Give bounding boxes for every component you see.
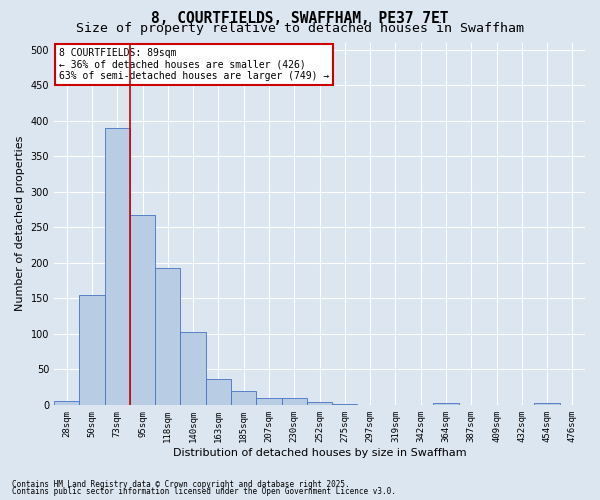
Bar [79,294,104,405]
Text: Size of property relative to detached houses in Swaffham: Size of property relative to detached ho… [76,22,524,35]
Bar [54,402,79,405]
Text: 8 COURTFIELDS: 89sqm
← 36% of detached houses are smaller (426)
63% of semi-deta: 8 COURTFIELDS: 89sqm ← 36% of detached h… [59,48,329,81]
X-axis label: Distribution of detached houses by size in Swaffham: Distribution of detached houses by size … [173,448,466,458]
Text: 8, COURTFIELDS, SWAFFHAM, PE37 7ET: 8, COURTFIELDS, SWAFFHAM, PE37 7ET [151,11,449,26]
Bar [433,402,458,405]
Text: Contains public sector information licensed under the Open Government Licence v3: Contains public sector information licen… [12,487,396,496]
Text: Contains HM Land Registry data © Crown copyright and database right 2025.: Contains HM Land Registry data © Crown c… [12,480,350,489]
Bar [332,404,358,405]
Bar [206,380,231,405]
Bar [181,332,206,405]
Bar [281,398,307,405]
Bar [307,402,332,405]
Bar [231,390,256,405]
Bar [155,268,181,405]
Y-axis label: Number of detached properties: Number of detached properties [15,136,25,312]
Bar [256,398,281,405]
Bar [130,215,155,405]
Bar [535,402,560,405]
Bar [104,128,130,405]
